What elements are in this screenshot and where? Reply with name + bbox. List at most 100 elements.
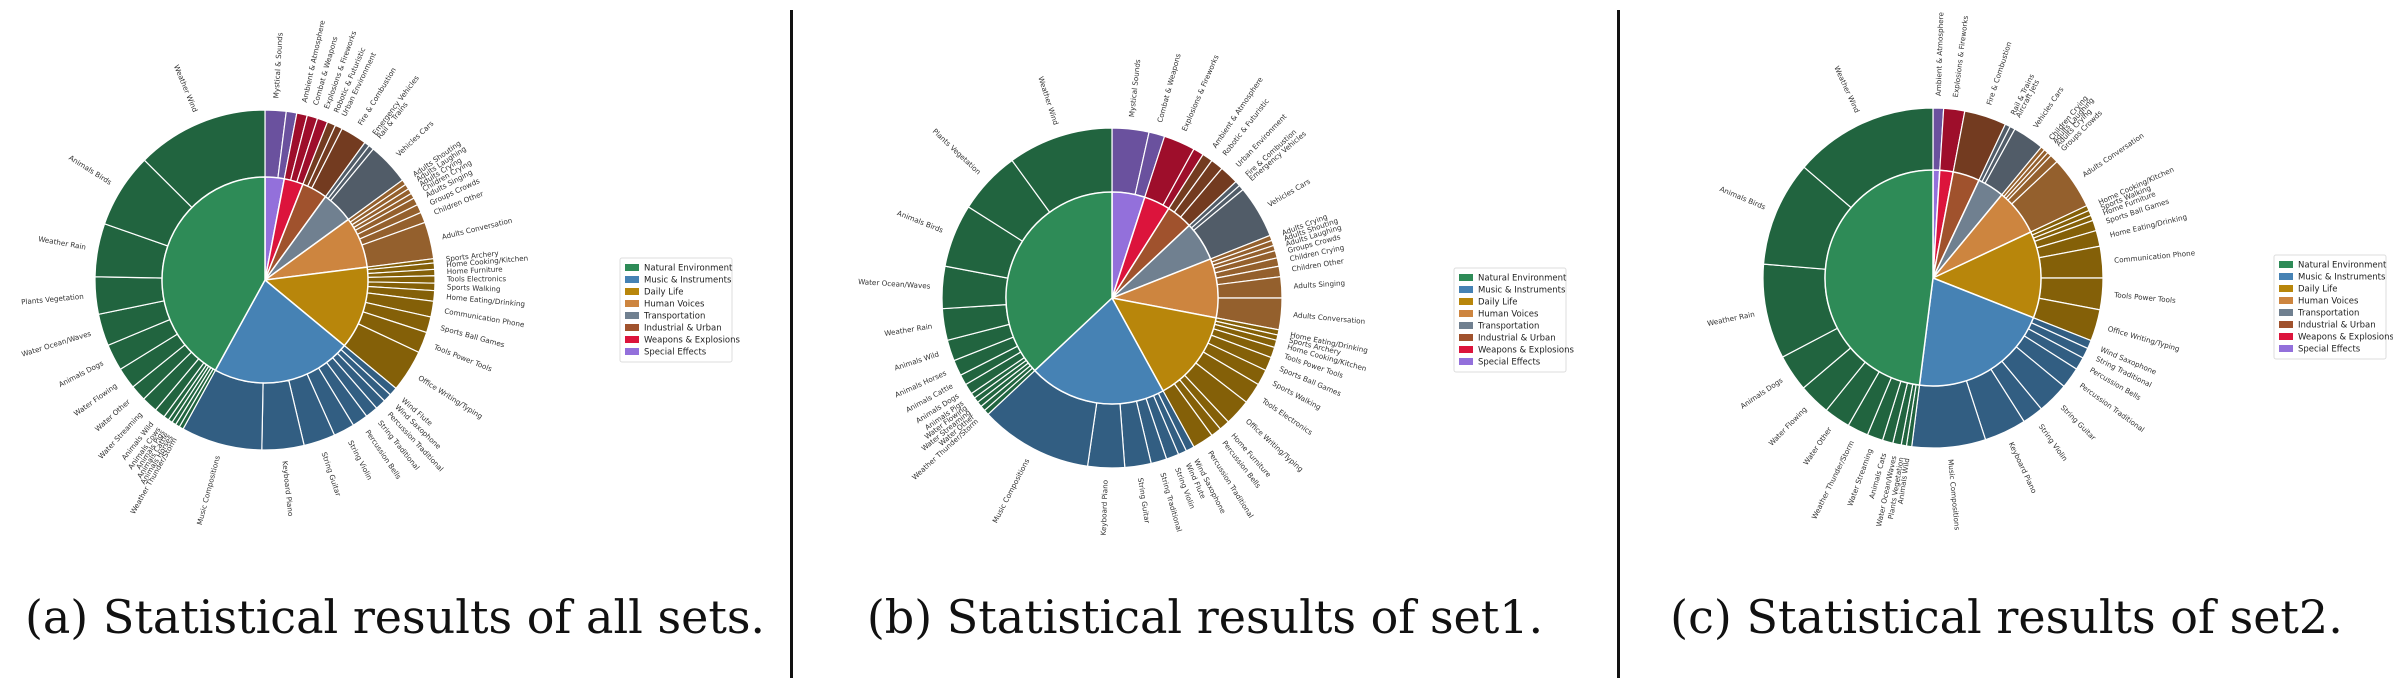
legend-swatch [1459,346,1473,353]
outer-label: Weather Wind [1036,75,1060,126]
outer-label: Water Flowing [1767,405,1809,448]
sunburst-chart-all-sets: Mystical & Sounds Ambient & AtmosphereCom… [20,19,741,526]
outer-label: Office Writing/Typing [2107,324,2181,353]
outer-label: Music Compositions [1946,459,1962,531]
outer-label: Emergency Vehicles [370,73,421,136]
outer-label: Emergency Vehicles [1247,129,1308,183]
legend-swatch [2279,261,2293,268]
legend-label: Transportation [1477,322,1539,332]
outer-label: Mystical Sounds [1127,59,1142,118]
legend-swatch [1459,358,1473,365]
legend-label: Natural Environment [1478,274,1567,284]
legend-swatch [625,300,639,307]
legend-swatch [2279,285,2293,292]
legend-swatch [1459,286,1473,293]
legend-swatch [625,312,639,319]
legend-label: Music & Instruments [2298,273,2386,283]
outer-label: Home Furniture [447,265,504,276]
legend-frame [1453,267,1567,373]
panel-set1: Mystical Sounds Combat & Weapons Explosion… [792,0,1618,688]
outer-label: Animals Dogs [57,358,105,389]
outer-label: Weather Wind [172,63,200,113]
outer-label: Keyboard Piano [280,460,295,516]
legend-swatch [1459,298,1473,305]
outer-label: Water Other [1801,425,1833,466]
outer-label: Weather Wind [1832,65,1861,115]
outer-label: Animals Birds [1718,184,1767,211]
legend-swatch [1459,310,1473,317]
outer-label: Vehicles Cars [394,119,435,158]
sunburst-chart-set1: Mystical Sounds Combat & WeaponsExplosion… [858,52,1575,535]
outer-label: Animals Birds [896,208,945,234]
legend-label: Special Effects [644,348,707,358]
caption-set2: (c) Statistical results of set2. [1670,590,2343,644]
legend-frame [619,257,733,363]
caption-set1: (b) Statistical results of set1. [866,590,1544,644]
panel-set2: Ambient & Atmosphere Explosions & Firewor… [1620,0,2393,688]
outer-label: Tools Power Tools [2113,290,2177,305]
outer-label: String Violin [2037,422,2070,462]
legend-frame [2273,254,2387,360]
legend-swatch [625,348,639,355]
outer-label: Home Eating/Drinking [446,292,526,308]
sunburst-chart-set2: Ambient & Atmosphere Explosions & Firewor… [1706,11,2393,531]
legend-swatch [2279,333,2293,340]
outer-label: Communication Phone [444,306,526,329]
inner-segment [214,278,346,384]
outer-label: Adults Conversation [2081,131,2146,179]
legend-swatch [1459,274,1473,281]
legend-label: Human Voices [644,300,705,310]
inner-segment [263,266,369,347]
legend-label: Transportation [643,312,705,322]
legend-label: Industrial & Urban [2298,321,2376,331]
legend-swatch [2279,297,2293,304]
legend-label: Music & Instruments [1478,286,1566,296]
legend-swatch [625,324,639,331]
legend-label: Human Voices [1478,310,1539,320]
divider-right [1617,10,1620,678]
inner-segment [1918,276,2035,387]
outer-label: Weather Rain [38,234,87,251]
outer-label: Music Compositions [990,457,1031,525]
legend-swatch [1459,322,1473,329]
outer-label: Explosions & Fireworks [1951,15,1970,98]
outer-label: Tools Electronics [446,274,506,283]
outer-label: Water Ocean/Waves [858,277,931,291]
legend-swatch [2279,309,2293,316]
outer-label: String Guitar [1136,477,1152,524]
legend-swatch [2279,321,2293,328]
legend-label: Human Voices [2298,297,2359,307]
outer-label: Ambient & Atmosphere [1934,11,1946,96]
outer-label: Communication Phone [2114,248,2196,265]
outer-label: Sports Walking [447,282,501,293]
legend-label: Daily Life [1478,298,1518,308]
inner-segment [1931,231,2042,319]
legend-swatch [625,288,639,295]
legend-label: Natural Environment [644,264,733,274]
outer-label: Music Compositions [195,454,222,526]
outer-label: String Guitar [2059,403,2098,442]
inner-segment [161,176,266,372]
inner-segment [1005,191,1113,372]
legend: Natural Environment Music & Instruments Da… [619,257,741,363]
outer-label: Animals Birds [67,153,113,187]
legend-label: Weapons & Explosions [644,336,741,346]
outer-label: Tools Power Tools [432,342,494,374]
legend-label: Transportation [2297,309,2359,319]
legend-swatch [625,276,639,283]
outer-label: Water Ocean/Waves [20,329,92,359]
legend-label: Special Effects [1478,358,1541,368]
legend-swatch [625,336,639,343]
legend-label: Industrial & Urban [1478,334,1556,344]
outer-label: Weather Rain [884,322,933,338]
legend-label: Special Effects [2298,345,2361,355]
outer-label: Sports Ball Games [439,323,505,349]
inner-segment [1033,296,1165,405]
outer-label: Keyboard Piano [2007,441,2039,495]
outer-label: Adults Singing [1293,278,1345,290]
legend-label: Daily Life [644,288,684,298]
outer-label: Weather Rain [1706,309,1755,327]
outer-label: Vehicles Cars [1266,177,1312,209]
legend-swatch [2279,273,2293,280]
outer-label: Adults Conversation [441,216,513,242]
